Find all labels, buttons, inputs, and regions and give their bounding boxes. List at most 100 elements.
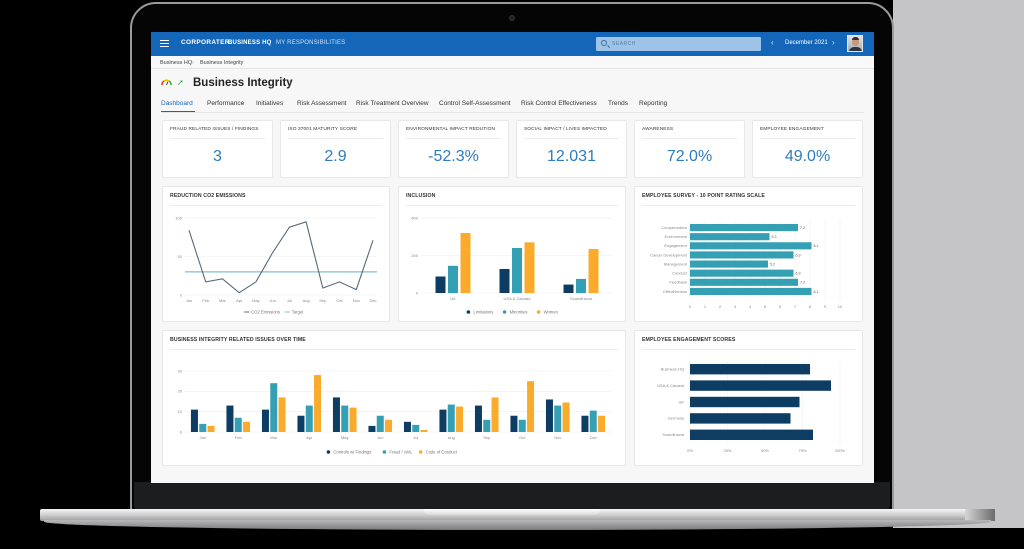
- tab-reporting[interactable]: Reporting: [639, 100, 668, 107]
- svg-text:50: 50: [178, 254, 183, 259]
- search-box[interactable]: [596, 37, 761, 51]
- page-title: Business Integrity: [193, 77, 293, 89]
- svg-text:7.2: 7.2: [800, 226, 805, 230]
- chart-title: REDUCTION CO2 EMISSIONS: [170, 193, 246, 199]
- search-icon: [601, 40, 607, 46]
- svg-text:Compensation: Compensation: [661, 225, 687, 230]
- svg-text:USA & Canada: USA & Canada: [504, 296, 532, 301]
- kpi-label: ISO 37001 MATURITY SCORE: [288, 127, 358, 132]
- svg-text:UK: UK: [450, 296, 456, 301]
- svg-text:9: 9: [824, 304, 827, 309]
- nav-my-responsibilities[interactable]: MY RESPONSIBILITIES: [276, 40, 346, 46]
- svg-text:UK: UK: [678, 399, 684, 404]
- tab-risk-control-effectiveness[interactable]: Risk Control Effectiveness: [521, 100, 597, 107]
- breadcrumb-business-hq[interactable]: Business HQ: [160, 60, 193, 66]
- svg-text:10: 10: [838, 304, 843, 309]
- search-input[interactable]: [612, 37, 752, 51]
- breadcrumb-business-integrity[interactable]: Business Integrity: [200, 60, 244, 66]
- kpi-card-fraud[interactable]: FRAUD RELATED ISSUES / FINDINGS 3: [162, 120, 273, 178]
- chart-inclusion: INCLUSION 0 200 400 UK USA & Canada Scandinav…: [398, 186, 626, 322]
- prev-period-button[interactable]: ‹: [771, 38, 774, 47]
- hamburger-menu-icon[interactable]: [160, 40, 169, 48]
- svg-text:Feb: Feb: [202, 298, 210, 303]
- chart-title: EMPLOYEE ENGAGEMENT SCORES: [642, 337, 736, 343]
- svg-text:400: 400: [411, 215, 418, 220]
- svg-text:0: 0: [689, 304, 692, 309]
- trend-up-arrow-icon: ➚: [177, 78, 184, 87]
- svg-text:Apr: Apr: [306, 435, 313, 440]
- grouped-bar-chart: 0 10 20 30 Jan Feb Mar Apr May Jun Jul Aug Sep Oct Nov…: [178, 368, 611, 454]
- svg-text:75%: 75%: [798, 448, 806, 453]
- bar-chart: 0 200 400 UK USA & Canada Scandinavia Limitati…: [411, 215, 613, 314]
- tab-dashboard[interactable]: Dashboard: [161, 100, 193, 107]
- svg-text:200: 200: [411, 253, 418, 258]
- svg-text:Jul: Jul: [287, 298, 292, 303]
- breadcrumb: Business HQ › Business Integrity: [151, 56, 874, 69]
- tab-performance[interactable]: Performance: [207, 100, 245, 107]
- svg-text:6.9: 6.9: [796, 272, 801, 276]
- svg-text:8: 8: [809, 304, 812, 309]
- top-bar: CORPORATER BUSINESS HQ MY RESPONSIBILITI…: [151, 32, 874, 56]
- svg-text:Jun: Jun: [269, 298, 275, 303]
- svg-text:Environment: Environment: [665, 234, 688, 239]
- kpi-value: 2.9: [324, 148, 347, 165]
- svg-text:Oct: Oct: [519, 435, 526, 440]
- svg-text:0: 0: [180, 429, 183, 434]
- svg-text:Nov: Nov: [353, 298, 360, 303]
- tab-risk-treatment-overview[interactable]: Risk Treatment Overview: [356, 100, 429, 107]
- svg-text:Mar: Mar: [219, 298, 227, 303]
- svg-text:Management: Management: [664, 261, 688, 266]
- svg-text:May: May: [252, 298, 260, 303]
- svg-text:3: 3: [734, 304, 737, 309]
- kpi-value: 3: [213, 148, 222, 165]
- kpi-card-environmental[interactable]: ENVIRONMENTAL IMPACT REDUTION -52.3%: [398, 120, 509, 178]
- kpi-card-social[interactable]: SOCIAL IMPACT / LIVES IMPACTED 12.031: [516, 120, 627, 178]
- svg-text:8.1: 8.1: [814, 244, 819, 248]
- kpi-value: -52.3%: [428, 148, 479, 165]
- svg-text:Dec: Dec: [369, 298, 376, 303]
- svg-text:100%: 100%: [835, 448, 846, 453]
- svg-text:5.3: 5.3: [772, 235, 777, 239]
- svg-text:4: 4: [749, 304, 752, 309]
- period-label[interactable]: December 2021: [785, 40, 828, 46]
- svg-text:1: 1: [704, 304, 707, 309]
- svg-text:Germany: Germany: [668, 416, 684, 421]
- svg-text:USA & Canada: USA & Canada: [657, 383, 685, 388]
- chart-title: INCLUSION: [406, 193, 436, 199]
- horizontal-bar-chart: 0% 25% 50% 75% 100% Business HQ USA & Canada UK…: [657, 361, 846, 453]
- kpi-label: AWARENESS: [642, 127, 674, 132]
- svg-text:Feedback: Feedback: [669, 280, 687, 285]
- tab-risk-assessment[interactable]: Risk Assessment: [297, 100, 347, 107]
- svg-text:Women: Women: [544, 309, 559, 314]
- svg-text:Conduct: Conduct: [672, 271, 688, 276]
- kpi-card-engagement[interactable]: EMPLOYEE ENGAGEMENT 49.0%: [752, 120, 863, 178]
- tab-control-self-assessment[interactable]: Control Self-Assessment: [439, 100, 511, 107]
- tab-trends[interactable]: Trends: [608, 100, 628, 107]
- laptop-notch: [424, 509, 600, 515]
- svg-text:2: 2: [719, 304, 722, 309]
- svg-text:Jan: Jan: [200, 435, 206, 440]
- svg-text:6.9: 6.9: [796, 253, 801, 257]
- svg-text:Code of Conduct: Code of Conduct: [426, 449, 458, 454]
- user-avatar[interactable]: [847, 35, 863, 52]
- svg-text:Aug: Aug: [303, 298, 310, 303]
- tab-bar: Dashboard Performance Initiatives Risk A…: [161, 99, 864, 113]
- kpi-card-awareness[interactable]: AWARENESS 72.0%: [634, 120, 745, 178]
- svg-text:Feb: Feb: [235, 435, 243, 440]
- laptop-chin: [134, 482, 890, 510]
- next-period-button[interactable]: ›: [832, 38, 835, 47]
- kpi-value: 72.0%: [666, 148, 713, 165]
- svg-text:8.1: 8.1: [814, 290, 819, 294]
- kpi-label: SOCIAL IMPACT / LIVES IMPACTED: [524, 127, 607, 132]
- more-options-icon[interactable]: ⋮: [286, 79, 294, 88]
- camera: [509, 15, 515, 21]
- svg-text:Mar: Mar: [270, 435, 278, 440]
- tab-initiatives[interactable]: Initiatives: [256, 100, 284, 107]
- logo: CORPORATER: [181, 39, 230, 46]
- laptop-base-edge: [965, 509, 995, 521]
- svg-text:Nov: Nov: [554, 435, 561, 440]
- svg-text:5: 5: [764, 304, 767, 309]
- svg-text:0%: 0%: [687, 448, 693, 453]
- nav-business-hq[interactable]: BUSINESS HQ: [228, 40, 272, 46]
- kpi-card-iso[interactable]: ISO 37001 MATURITY SCORE 2.9: [280, 120, 391, 178]
